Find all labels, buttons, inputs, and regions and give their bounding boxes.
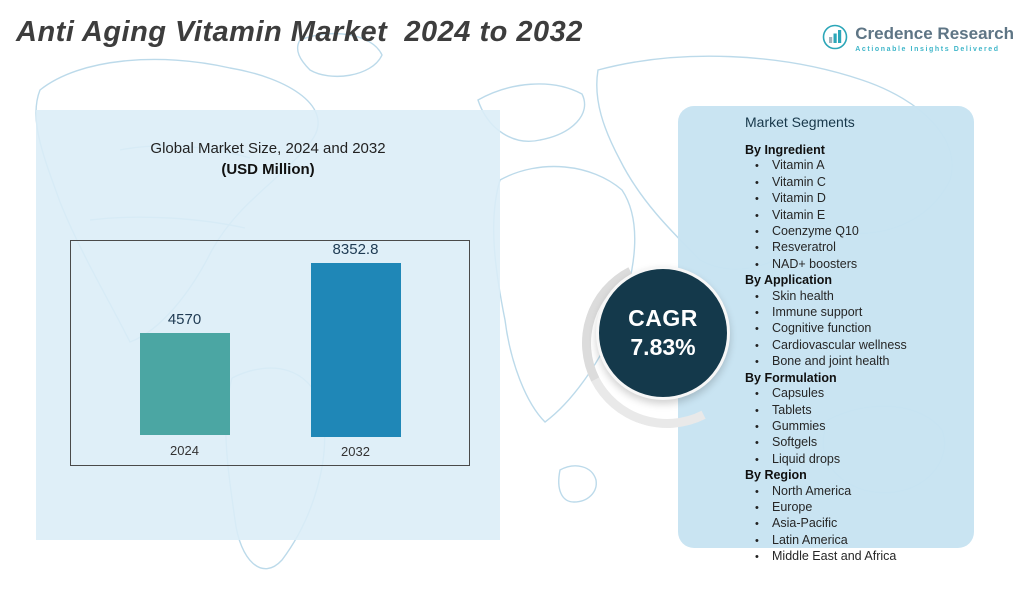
segment-item: • Europe: [745, 500, 966, 516]
segment-item-label: Vitamin A: [772, 158, 825, 173]
bullet-icon: •: [755, 453, 759, 466]
bar-category-2024: 2024: [170, 442, 199, 458]
bar-value-2024: 4570: [167, 310, 202, 328]
bullet-icon: •: [755, 209, 759, 222]
segment-item-label: Resveratrol: [772, 240, 836, 255]
cagr-value: 7.83%: [630, 334, 696, 360]
bar-rect-2024: [139, 332, 230, 435]
segment-item-label: Softgels: [772, 435, 818, 450]
segment-item: • Cardiovascular wellness: [745, 338, 966, 354]
segment-item-label: Bone and joint health: [772, 354, 890, 369]
segment-item-label: Vitamin E: [772, 207, 826, 222]
brand-name: Credence Research: [855, 24, 1014, 43]
bar-group-2032: 8352.8 2032: [308, 241, 404, 465]
bullet-icon: •: [755, 307, 759, 320]
bullet-icon: •: [755, 258, 759, 271]
bullet-icon: •: [755, 290, 759, 303]
brand-logo: Credence Research Actionable Insights De…: [822, 24, 1014, 53]
chart-subtitle: (USD Million): [221, 161, 315, 178]
segment-item: • Gummies: [745, 419, 966, 435]
brand-tagline: Actionable Insights Delivered: [855, 46, 1000, 53]
segment-item: • Asia-Pacific: [745, 516, 966, 532]
bullet-icon: •: [755, 485, 759, 498]
segment-item-label: Asia-Pacific: [772, 516, 838, 531]
segment-item-label: Liquid drops: [772, 451, 841, 466]
bullet-icon: •: [755, 242, 759, 255]
bar-category-2032: 2032: [341, 443, 370, 459]
bullet-icon: •: [755, 226, 759, 239]
bullet-icon: •: [755, 437, 759, 450]
segment-item: • Middle East and Africa: [745, 549, 966, 565]
segment-group-label: By Application: [745, 273, 833, 288]
bullet-icon: •: [755, 404, 759, 417]
page-title: Anti Aging Vitamin Market 2024 to 2032: [16, 16, 583, 48]
segment-item: • Tablets: [745, 403, 966, 419]
bullet-icon: •: [755, 534, 759, 547]
segment-item: • North America: [745, 484, 966, 500]
segment-item: • NAD+ boosters: [745, 257, 966, 273]
segment-item: • Vitamin E: [745, 208, 966, 224]
segment-item-label: Latin America: [772, 532, 848, 547]
bullet-icon: •: [755, 501, 759, 514]
segment-item-label: Tablets: [772, 402, 812, 417]
segment-group-label: By Ingredient: [745, 143, 825, 157]
segment-item-label: Coenzyme Q10: [772, 224, 859, 239]
segment-item-label: Vitamin C: [772, 174, 826, 189]
segment-item: • Capsules: [745, 386, 966, 402]
segment-item-label: Capsules: [772, 386, 825, 401]
bullet-icon: •: [755, 420, 759, 433]
segment-group-label: By Region: [745, 468, 807, 483]
cagr-label: CAGR: [628, 305, 698, 331]
bar-group-2024: 4570 2024: [137, 241, 233, 465]
bullet-icon: •: [755, 160, 759, 173]
segment-item: • Skin health: [745, 289, 966, 305]
bar-rect-2032: [310, 263, 401, 438]
bullet-icon: •: [755, 323, 759, 336]
bar-chart: 4570 2024 8352.8 2032: [70, 240, 470, 466]
cagr-badge: CAGR 7.83%: [596, 266, 730, 400]
segment-item: • Bone and joint health: [745, 354, 966, 370]
segment-item: • Cognitive function: [745, 321, 966, 337]
bullet-icon: •: [755, 193, 759, 206]
segment-item-label: NAD+ boosters: [772, 256, 858, 271]
bullet-icon: •: [755, 518, 759, 531]
segment-item: • Coenzyme Q10: [745, 224, 966, 240]
segment-item-label: North America: [772, 483, 852, 498]
segment-item-label: Europe: [772, 499, 813, 514]
bullet-icon: •: [755, 551, 759, 564]
bullet-icon: •: [755, 356, 759, 369]
bar-value-2032: 8352.8: [332, 241, 379, 258]
segment-item: • Immune support: [745, 305, 966, 321]
segment-item-label: Middle East and Africa: [772, 549, 897, 564]
segment-item-label: Immune support: [772, 305, 863, 320]
segment-item: • Resveratrol: [745, 240, 966, 256]
bullet-icon: •: [755, 388, 759, 401]
segment-item: • Liquid drops: [745, 452, 966, 468]
segment-item: • Vitamin C: [745, 175, 966, 191]
chart-title: Global Market Size, 2024 and 2032: [150, 140, 386, 157]
credence-logo-icon: [822, 24, 848, 50]
bullet-icon: •: [755, 176, 759, 189]
segment-item: • Vitamin A: [745, 158, 966, 174]
segment-item-label: Skin health: [772, 288, 834, 303]
segment-item: • Softgels: [745, 435, 966, 451]
segment-item-label: Vitamin D: [772, 191, 826, 206]
segment-item: • Latin America: [745, 533, 966, 549]
segment-item: • Vitamin D: [745, 191, 966, 207]
bullet-icon: •: [755, 339, 759, 352]
segments-title: Market Segments: [745, 114, 855, 130]
segment-item-label: Cardiovascular wellness: [772, 337, 907, 352]
segment-group-label: By Formulation: [745, 370, 837, 385]
market-size-panel: Global Market Size, 2024 and 2032 (USD M…: [36, 110, 500, 540]
segment-item-label: Gummies: [772, 418, 826, 433]
segments-list: By Ingredient • Vitamin A • Vitamin C • Vitami…: [745, 143, 966, 566]
cagr-circle: CAGR 7.83%: [596, 266, 730, 400]
segment-item-label: Cognitive function: [772, 321, 872, 336]
